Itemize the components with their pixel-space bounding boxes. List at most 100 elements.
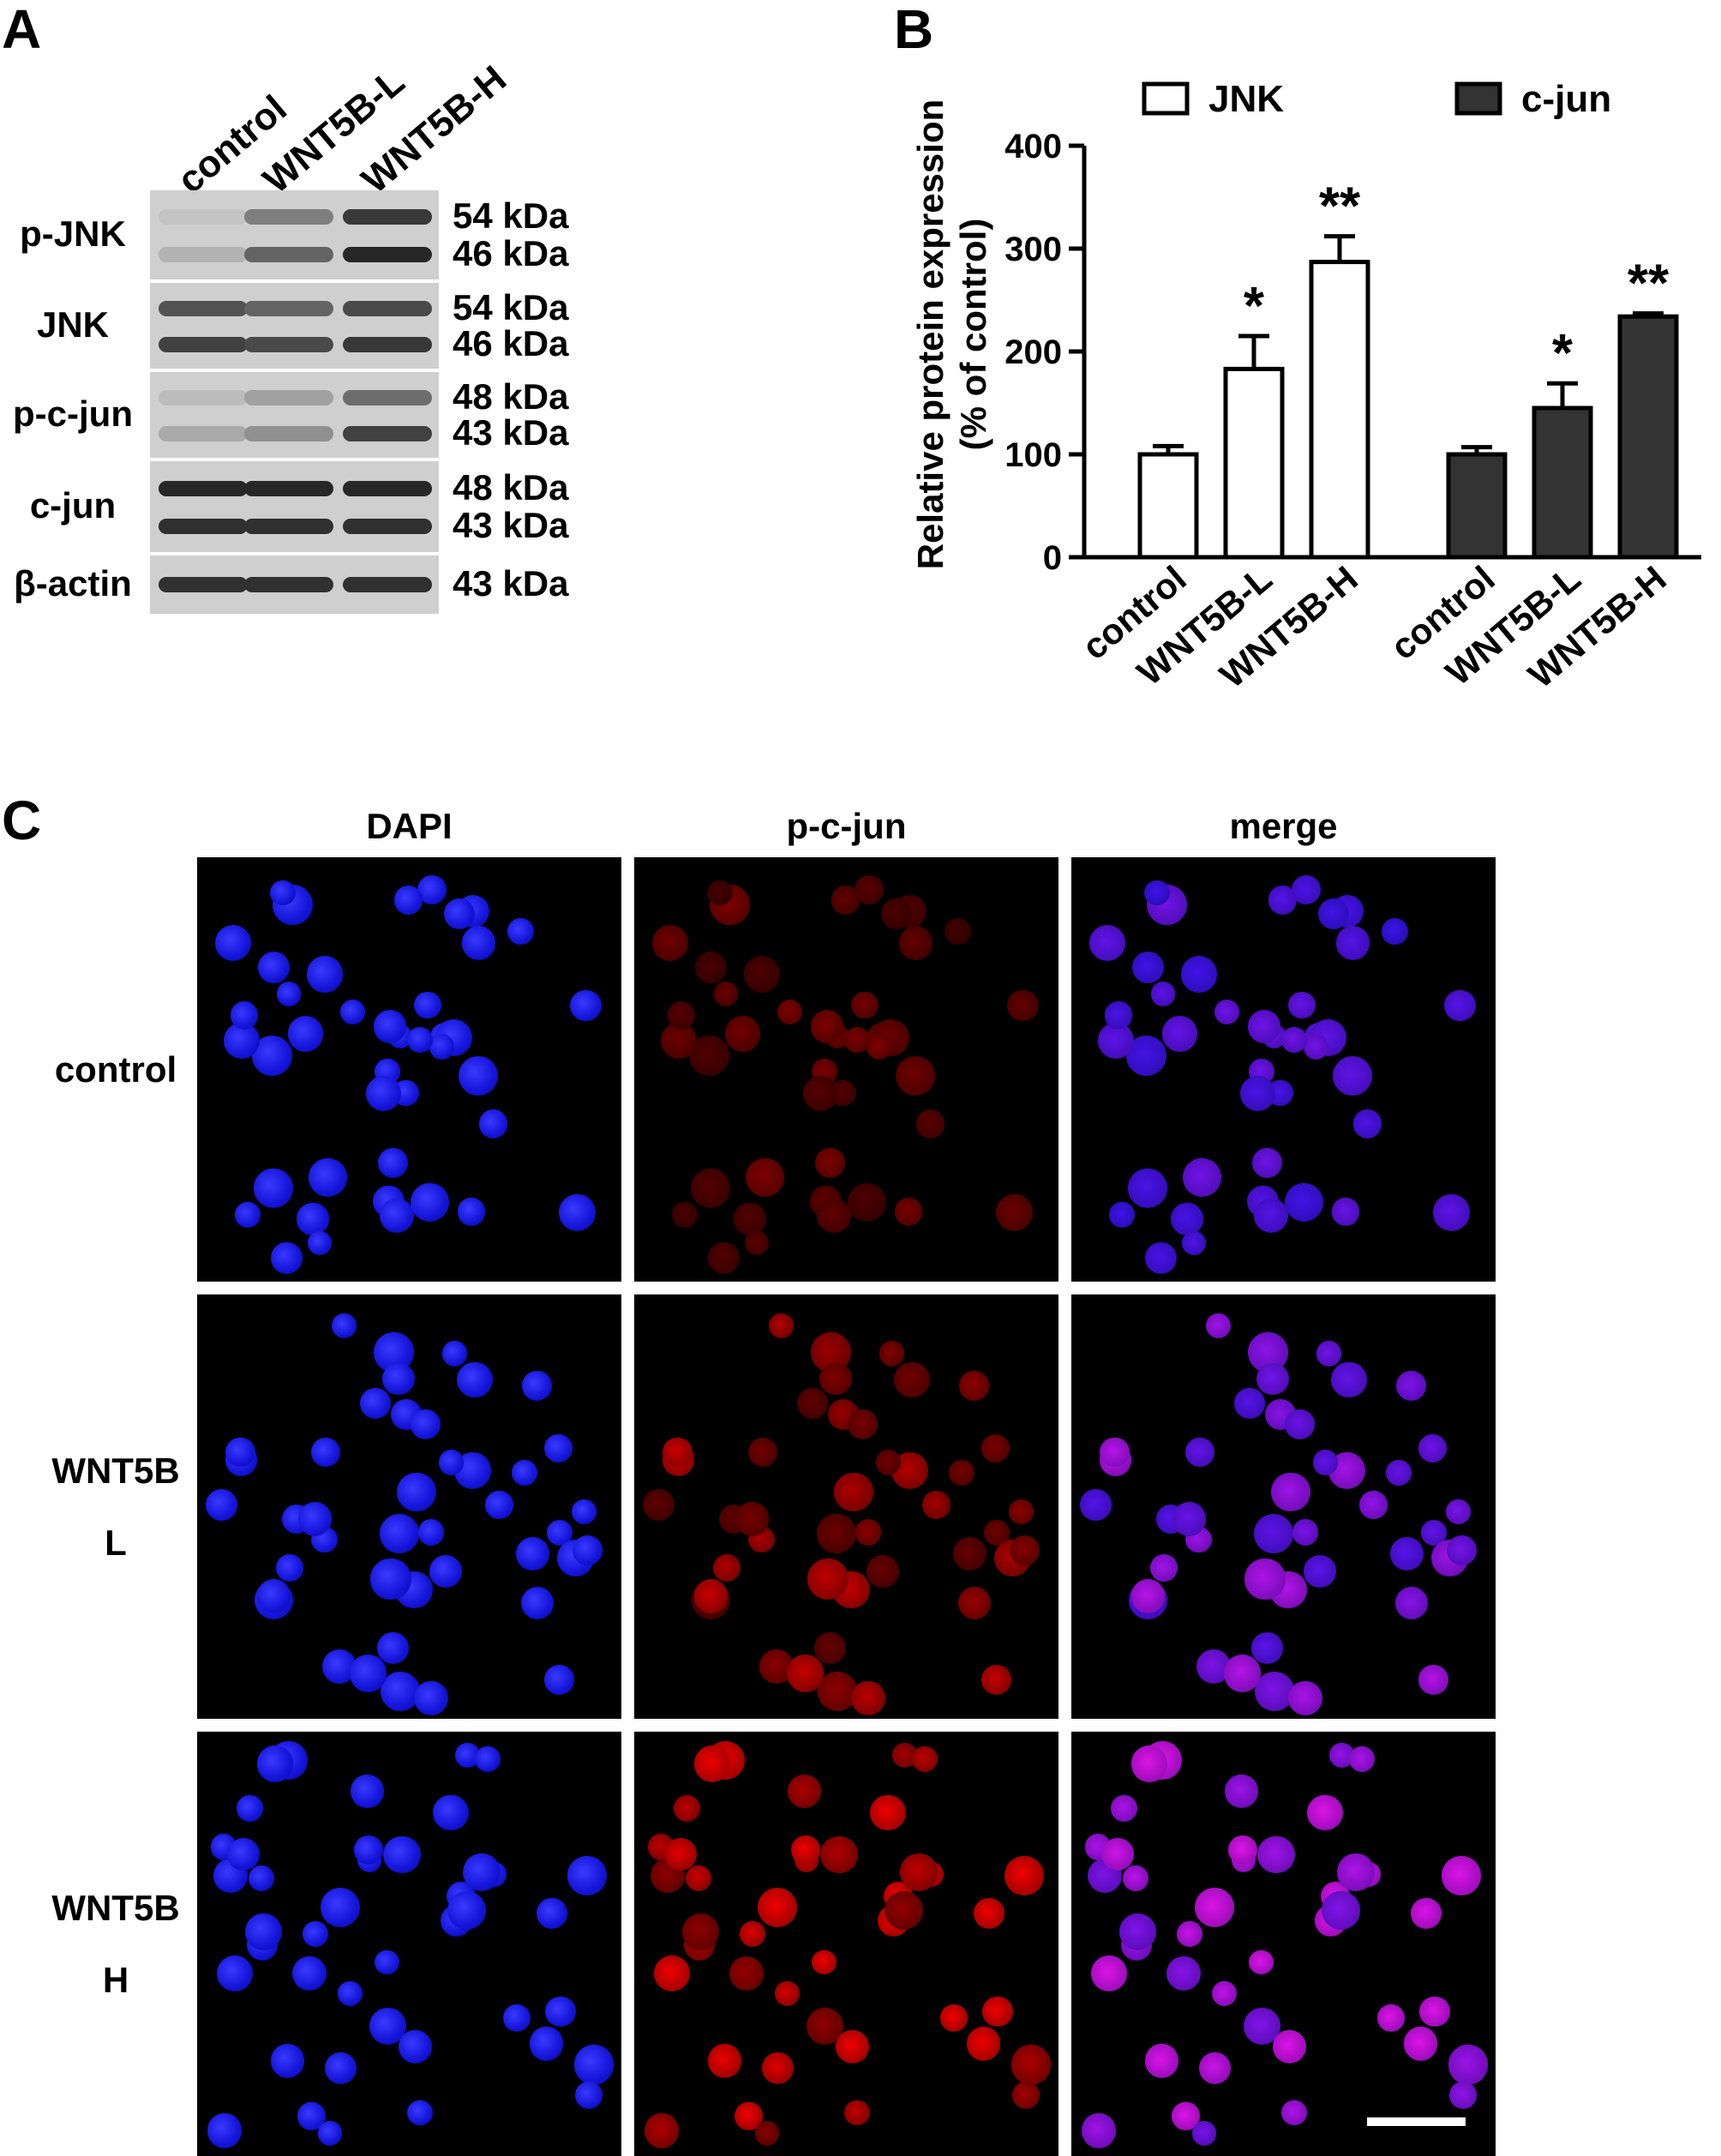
cell-nucleus [735, 1502, 770, 1536]
cell-nucleus [325, 2051, 357, 2084]
cell-nucleus [559, 1193, 597, 1231]
blot-row-label: c-jun [29, 485, 117, 525]
cell-nucleus [1386, 1460, 1412, 1486]
cell-nucleus [712, 1553, 741, 1582]
cell-nucleus [1131, 951, 1164, 983]
cell-nucleus [831, 886, 860, 915]
cell-nucleus [484, 1490, 513, 1519]
cell-nucleus [1166, 1955, 1202, 1991]
cell-nucleus [1150, 982, 1176, 1006]
cell-nucleus [1448, 2081, 1478, 2110]
cell-nucleus [690, 1168, 730, 1208]
cell-nucleus [949, 1460, 974, 1486]
blot-row [150, 190, 439, 279]
cell-nucleus [1288, 992, 1316, 1019]
cell-nucleus [1287, 1680, 1323, 1716]
cell-nucleus [1394, 1586, 1429, 1620]
blot-band [244, 209, 333, 225]
cell-nucleus [1206, 1313, 1232, 1339]
cell-nucleus [457, 1197, 486, 1226]
cell-nucleus [713, 982, 739, 1006]
cell-nucleus [1172, 1502, 1207, 1536]
cell-nucleus [1321, 1891, 1360, 1931]
cell-nucleus [1336, 926, 1370, 960]
blot-band [159, 390, 248, 405]
cell-nucleus [1007, 989, 1039, 1022]
cell-nucleus [875, 1449, 902, 1475]
cell-nucleus [1180, 956, 1218, 994]
column-header: merge [1229, 806, 1338, 846]
cell-nucleus [507, 917, 535, 946]
cell-nucleus [911, 1745, 938, 1773]
cell-nucleus [899, 1853, 938, 1891]
cell-nucleus [351, 1775, 384, 1808]
micrograph [197, 1294, 621, 1719]
blot-band [244, 577, 333, 592]
kda-label: 48 kDa [453, 376, 569, 417]
y-tick-label: 100 [1004, 436, 1062, 474]
blot-band [159, 246, 248, 262]
y-tick-label: 400 [1004, 128, 1062, 165]
cell-nucleus [1111, 1795, 1138, 1822]
cell-nucleus [433, 1794, 469, 1831]
cell-nucleus [1418, 1434, 1448, 1463]
blot-band [343, 209, 432, 225]
cell-nucleus [672, 1202, 698, 1228]
cell-nucleus [1181, 1230, 1206, 1255]
cell-nucleus [413, 1680, 449, 1716]
cell-nucleus [217, 1955, 254, 1991]
cell-nucleus [1130, 1745, 1168, 1782]
row-label-line: H [102, 1959, 129, 2000]
cell-nucleus [895, 1055, 935, 1096]
kda-label: 46 kDa [453, 232, 569, 273]
legend-label: JNK [1208, 78, 1284, 120]
cell-nucleus [921, 1490, 950, 1519]
blot-band [343, 246, 432, 262]
cell-nucleus [810, 1009, 844, 1043]
cell-nucleus [899, 926, 933, 960]
cell-nucleus [291, 1955, 327, 1991]
cell-nucleus [275, 1553, 304, 1582]
cell-nucleus [693, 1745, 731, 1782]
cell-nucleus [974, 1898, 1004, 1929]
cell-nucleus [707, 880, 733, 906]
cell-nucleus [664, 1838, 698, 1871]
blot-band [343, 519, 432, 535]
y-axis-label: Relative protein expression [910, 99, 950, 570]
blot-band [159, 577, 248, 592]
cell-nucleus [414, 992, 441, 1019]
row-label: WNT5B L [17, 1435, 214, 1579]
cell-nucleus [807, 1558, 849, 1600]
cell-nucleus [380, 1514, 420, 1554]
blot-row-label: JNK [36, 304, 110, 345]
kda-label: 54 kDa [453, 195, 569, 237]
cell-nucleus [1284, 1409, 1315, 1440]
cell-nucleus [370, 1558, 411, 1600]
blot-band [244, 301, 333, 316]
cell-nucleus [644, 2113, 680, 2148]
blot-band [343, 426, 432, 441]
cell-nucleus [1353, 1109, 1382, 1138]
cell-nucleus [1433, 1193, 1471, 1231]
cell-nucleus [894, 1361, 930, 1398]
cell-nucleus [694, 951, 727, 983]
cell-nucleus [762, 2051, 795, 2084]
cell-nucleus [1256, 1835, 1295, 1874]
cell-nucleus [1254, 1198, 1288, 1233]
cell-nucleus [1227, 1835, 1257, 1865]
cell-nucleus [1176, 1920, 1202, 1947]
cell-nucleus [529, 2027, 563, 2061]
cell-nucleus [214, 924, 251, 961]
cell-nucleus [545, 1997, 576, 2027]
row-label-line: WNT5B [51, 1450, 180, 1491]
cell-nucleus [1271, 1472, 1311, 1512]
cell-nucleus [256, 1579, 291, 1613]
cell-nucleus [1244, 1558, 1286, 1600]
cell-nucleus [1008, 1498, 1034, 1524]
cell-nucleus [674, 1795, 701, 1822]
cell-nucleus [1004, 1856, 1045, 1895]
blot-band [159, 209, 248, 225]
cell-nucleus [812, 1949, 837, 1974]
cell-nucleus [1303, 1555, 1336, 1588]
bar [1223, 366, 1285, 560]
